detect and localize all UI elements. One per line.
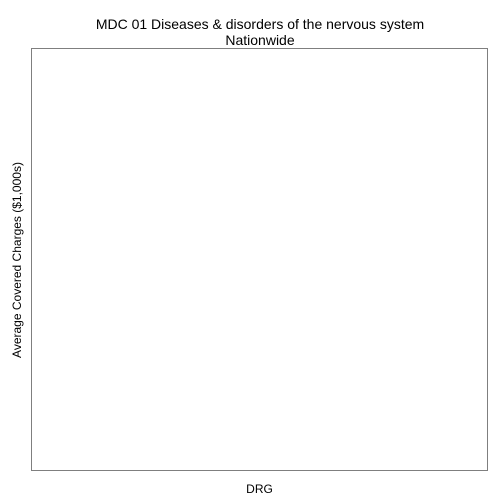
chart-subtitle: Nationwide <box>225 32 295 48</box>
plot-area <box>31 48 488 471</box>
y-axis-label: Average Covered Charges ($1,000s) <box>10 161 24 358</box>
y-axis-label-container: Average Covered Charges ($1,000s) <box>10 48 24 471</box>
chart-title: MDC 01 Diseases & disorders of the nervo… <box>95 16 425 32</box>
x-axis-label: DRG <box>246 482 273 496</box>
